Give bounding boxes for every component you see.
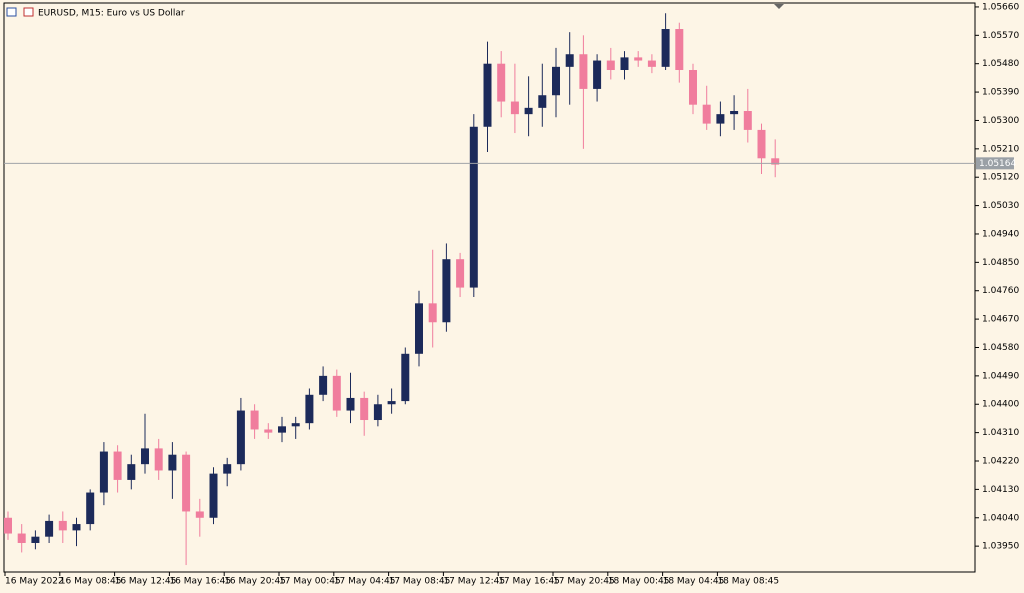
y-tick-label: 1.04670	[982, 315, 1019, 325]
y-tick-label: 1.04760	[982, 286, 1019, 296]
candle-body	[538, 95, 547, 108]
candle-body	[291, 423, 300, 427]
x-tick-label: 17 May 00:45	[279, 577, 341, 587]
candle-body	[195, 511, 204, 518]
y-tick-label: 1.05480	[982, 59, 1019, 69]
candle-body	[45, 520, 54, 537]
candle-body	[497, 63, 506, 102]
candle-body	[442, 259, 451, 323]
x-tick-label: 18 May 08:45	[717, 577, 779, 587]
candle-body	[346, 397, 355, 411]
candle-body	[31, 536, 40, 543]
y-tick-label: 1.04490	[982, 371, 1019, 381]
x-tick-label: 16 May 2022	[5, 577, 64, 587]
candle-body	[565, 54, 574, 67]
candle-body	[620, 57, 629, 71]
y-tick-label: 1.05300	[982, 116, 1019, 126]
y-tick-label: 1.04850	[982, 258, 1019, 268]
last-price-label: 1.05164	[979, 159, 1016, 169]
candle-body	[168, 454, 177, 471]
candle-body	[483, 63, 492, 127]
y-tick-label: 1.04310	[982, 428, 1019, 438]
chart-icon[interactable]	[23, 7, 34, 17]
candle-body	[730, 110, 739, 115]
candle-body	[4, 517, 12, 534]
candle-body	[264, 429, 273, 433]
candle-body	[278, 426, 286, 433]
candle-body	[415, 303, 423, 354]
candle-body	[236, 410, 245, 465]
candle-body	[373, 404, 382, 421]
candle-body	[141, 448, 149, 465]
candle-body	[593, 60, 602, 89]
candle-body	[319, 375, 328, 395]
candle-body	[401, 353, 410, 402]
y-tick-label: 1.04220	[982, 457, 1019, 467]
y-tick-label: 1.05390	[982, 88, 1019, 98]
candle-body	[17, 533, 26, 543]
x-tick-label: 16 May 20:45	[224, 577, 286, 587]
candle-body	[634, 57, 643, 61]
chart-icon[interactable]	[6, 7, 17, 17]
x-tick-label: 17 May 20:45	[553, 577, 615, 587]
x-tick-label: 17 May 08:45	[389, 577, 451, 587]
candle-body	[675, 29, 684, 71]
y-tick-label: 1.04400	[982, 400, 1019, 410]
y-tick-label: 1.05570	[982, 31, 1019, 41]
y-tick-label: 1.04940	[982, 229, 1019, 239]
candle-body	[661, 29, 670, 67]
candle-body	[456, 259, 465, 288]
candle-body	[113, 451, 122, 480]
y-tick-label: 1.05030	[982, 201, 1019, 211]
candle-body	[387, 401, 396, 405]
y-tick-label: 1.05210	[982, 144, 1019, 154]
candle-body	[99, 451, 108, 493]
y-tick-label: 1.04040	[982, 513, 1019, 523]
candle-body	[510, 101, 519, 115]
candle-body	[647, 60, 656, 67]
candle-body	[757, 129, 766, 159]
candle-body	[702, 104, 711, 124]
candle-body	[154, 448, 163, 471]
candle-body	[469, 126, 478, 288]
x-tick-label: 17 May 04:45	[334, 577, 396, 587]
x-tick-label: 18 May 00:45	[608, 577, 670, 587]
candle-body	[182, 454, 191, 512]
chart-title: EURUSD, M15: Euro vs US Dollar	[38, 9, 185, 19]
x-tick-label: 16 May 12:45	[115, 577, 177, 587]
y-tick-label: 1.05120	[982, 173, 1019, 183]
candle-body	[428, 303, 437, 323]
candle-body	[360, 397, 369, 421]
x-tick-label: 17 May 12:45	[443, 577, 505, 587]
candle-body	[579, 54, 588, 89]
candle-body	[223, 464, 232, 474]
x-tick-label: 16 May 08:45	[60, 577, 122, 587]
y-tick-label: 1.04580	[982, 343, 1019, 353]
candle-body	[689, 70, 697, 105]
last-price-box	[976, 157, 1014, 170]
x-tick-label: 16 May 16:45	[169, 577, 231, 587]
candle-body	[332, 375, 341, 411]
candle-body	[743, 110, 752, 130]
candle-body	[86, 492, 95, 525]
y-tick-label: 1.03950	[982, 542, 1019, 552]
candle-body	[72, 524, 81, 531]
candle-body	[250, 410, 259, 430]
x-tick-label: 17 May 16:45	[498, 577, 560, 587]
candle-body	[524, 107, 533, 115]
y-tick-label: 1.04130	[982, 485, 1019, 495]
candle-body	[58, 520, 67, 531]
y-tick-label: 1.05660	[982, 2, 1019, 12]
candle-body	[552, 66, 560, 96]
candle-body	[606, 60, 615, 71]
x-tick-label: 18 May 04:45	[663, 577, 725, 587]
candle-body	[127, 464, 136, 480]
candle-body	[771, 158, 780, 165]
candle-body	[209, 473, 218, 518]
candle-body	[305, 394, 314, 424]
candle-body	[716, 114, 725, 124]
shift-marker[interactable]	[774, 4, 784, 9]
